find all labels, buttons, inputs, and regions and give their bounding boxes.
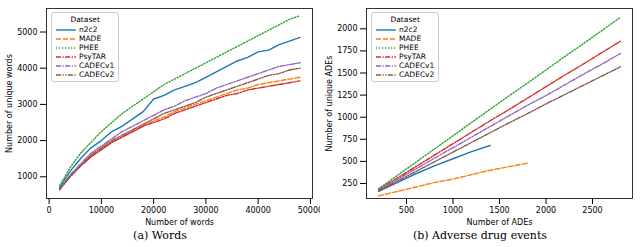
svg-text:250: 250 [342, 179, 357, 188]
html-text:n2c2: n2c2 [399, 25, 418, 34]
html-text:PHEE: PHEE [79, 43, 99, 52]
svg-text:2000: 2000 [17, 136, 37, 145]
svg-text:1500: 1500 [489, 206, 509, 215]
svg-text:0: 0 [47, 206, 52, 215]
svg-text:30000: 30000 [193, 206, 218, 215]
svg-text:5000: 5000 [17, 28, 37, 37]
svg-text:Number of ADEs: Number of ADEs [467, 218, 533, 227]
html-text:Dataset: Dataset [70, 15, 100, 24]
svg-text:Number of unique words: Number of unique words [5, 54, 14, 153]
html-text:(b) Adverse drug events: (b) Adverse drug events [413, 229, 547, 242]
svg-text:Number of words: Number of words [145, 218, 214, 227]
svg-text:40000: 40000 [245, 206, 270, 215]
svg-text:750: 750 [342, 135, 357, 144]
html-text:PsyTAR: PsyTAR [79, 52, 107, 61]
svg-text:3000: 3000 [17, 100, 37, 109]
svg-text:500: 500 [399, 206, 414, 215]
svg-text:50000: 50000 [298, 206, 320, 215]
html-text:n2c2: n2c2 [79, 25, 98, 34]
svg-text:1750: 1750 [337, 46, 357, 55]
svg-text:1000: 1000 [17, 172, 37, 181]
svg-text:2500: 2500 [582, 206, 602, 215]
html-text:(a) Words: (a) Words [133, 229, 187, 242]
svg-text:1250: 1250 [337, 91, 357, 100]
svg-text:10000: 10000 [89, 206, 114, 215]
svg-text:Number of unique ADEs: Number of unique ADEs [325, 56, 334, 152]
html-text:PHEE: PHEE [399, 43, 419, 52]
html-text:Dataset: Dataset [390, 15, 420, 24]
svg-text:4000: 4000 [17, 64, 37, 73]
html-text:CADECv1: CADECv1 [79, 61, 115, 70]
html-text:CADECv2: CADECv2 [399, 70, 435, 79]
svg-text:1000: 1000 [443, 206, 463, 215]
svg-text:1500: 1500 [337, 69, 357, 78]
html-text:CADECv1: CADECv1 [399, 61, 435, 70]
html-text:PsyTAR: PsyTAR [399, 52, 427, 61]
svg-text:1000: 1000 [337, 113, 357, 122]
html-text:MADE: MADE [79, 34, 102, 43]
html-text:MADE: MADE [399, 34, 422, 43]
svg-text:2000: 2000 [536, 206, 556, 215]
svg-text:500: 500 [342, 157, 357, 166]
html-text:CADECv2: CADECv2 [79, 70, 115, 79]
svg-text:20000: 20000 [141, 206, 166, 215]
svg-text:2000: 2000 [337, 24, 357, 33]
